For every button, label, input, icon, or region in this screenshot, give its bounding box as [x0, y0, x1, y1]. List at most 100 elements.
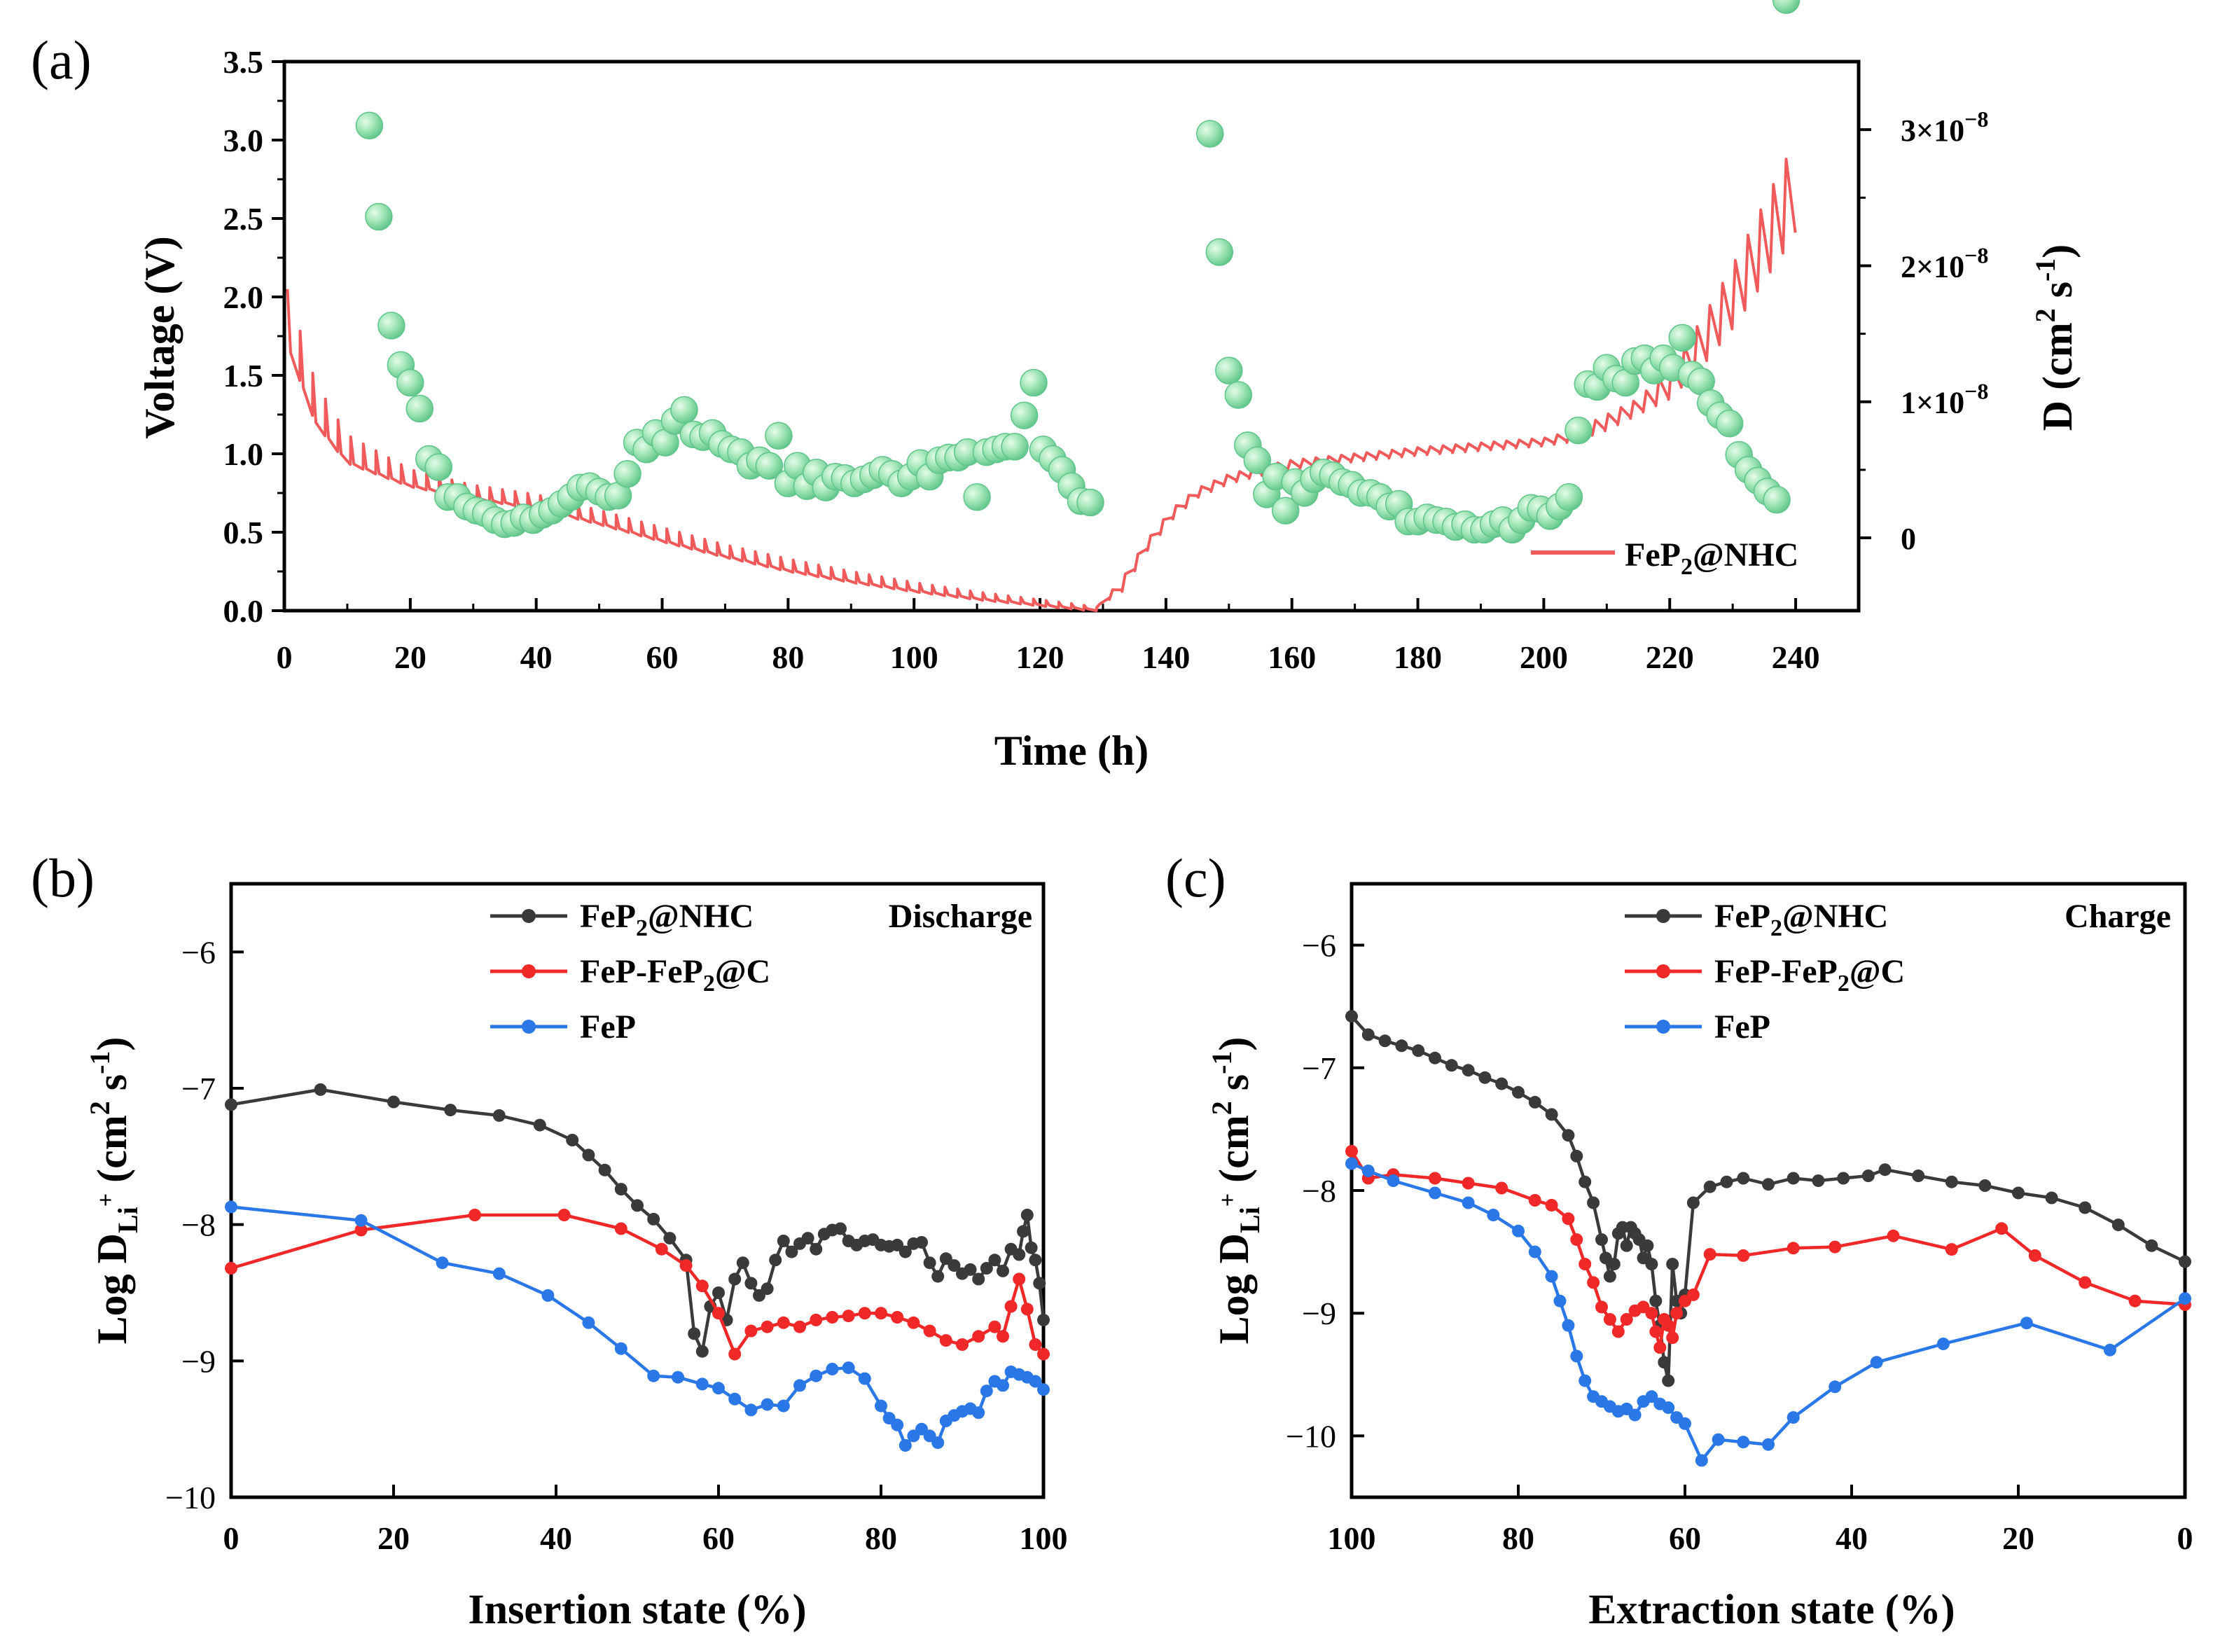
series-point: [1445, 1059, 1458, 1071]
series-point: [1762, 1178, 1775, 1191]
series-point: [1670, 1307, 1683, 1319]
series-point: [972, 1273, 985, 1286]
series-point: [1017, 1225, 1029, 1237]
diffusion-point: [1763, 487, 1790, 513]
series-point: [1737, 1436, 1749, 1448]
panel-a-legend-label: FeP2@NHC: [1625, 536, 1798, 580]
series-point: [1787, 1242, 1800, 1254]
series-point: [225, 1262, 237, 1275]
series-point: [1029, 1254, 1041, 1266]
series-point: [997, 1265, 1009, 1277]
figure: (a) 0 20 40 60 80 100 120 140 160 180 200 220 240 0.…: [0, 0, 2213, 1652]
x-tick-label: 20: [394, 639, 426, 675]
x-tick-label: 0: [2177, 1520, 2193, 1556]
series-point: [1641, 1240, 1653, 1252]
series-point: [1429, 1052, 1441, 1064]
series-point: [1945, 1176, 1958, 1188]
series-point: [988, 1254, 1001, 1266]
series-point: [1554, 1295, 1567, 1307]
panel-c-ylabel: Log DLi+ (cm2 s-1): [1206, 1037, 1265, 1345]
series-point: [2012, 1187, 2025, 1200]
diffusion-point: [1020, 370, 1047, 396]
series-point: [931, 1436, 944, 1449]
series-point: [2079, 1276, 2091, 1289]
series-point: [2104, 1344, 2116, 1356]
series-point: [931, 1270, 944, 1283]
series-point: [1512, 1086, 1525, 1099]
diffusion-point: [1669, 324, 1695, 351]
legend-marker: [1656, 964, 1670, 978]
series-point: [1604, 1270, 1616, 1283]
y-tick-label: 2.5: [223, 201, 264, 237]
x-tick-label: 140: [1142, 639, 1190, 675]
series-point: [1687, 1289, 1700, 1301]
series-point: [1887, 1230, 1900, 1242]
legend-marker: [522, 909, 536, 923]
panel-b-xlabel: Insertion state (%): [468, 1586, 806, 1632]
series-point: [1462, 1177, 1475, 1190]
series-point: [1579, 1375, 1591, 1387]
series-point: [314, 1083, 327, 1096]
series-point: [1562, 1212, 1574, 1225]
y2-tick-label: 2×10−8: [1901, 242, 1988, 284]
legend-label: FeP2@NHC: [1714, 898, 1888, 941]
series-point: [712, 1286, 725, 1299]
series-point: [1787, 1411, 1800, 1424]
series-point: [1679, 1417, 1691, 1430]
series-point: [1013, 1249, 1025, 1261]
series-point: [728, 1273, 741, 1286]
series-point: [875, 1400, 887, 1412]
x-tick-label: 100: [890, 639, 938, 675]
series-point: [810, 1314, 822, 1326]
series-point: [493, 1268, 506, 1280]
series-point: [2145, 1240, 2158, 1252]
series-point: [1495, 1182, 1508, 1195]
series-point: [1621, 1240, 1633, 1252]
series-point: [1704, 1248, 1716, 1261]
series-point: [387, 1096, 400, 1109]
diffusion-point: [964, 484, 990, 511]
series-point: [972, 1406, 985, 1419]
series-point: [558, 1209, 571, 1221]
series-point: [842, 1361, 855, 1374]
series-point: [1629, 1409, 1642, 1422]
series-point: [1649, 1295, 1662, 1307]
panel-a-xlabel: Time (h): [994, 728, 1149, 774]
panel-b-x-axis: 0 20 40 60 80 100: [223, 1485, 1068, 1556]
diffusion-point: [671, 396, 698, 423]
series-point: [2112, 1219, 2125, 1231]
series-point: [1029, 1338, 1041, 1351]
series-point: [891, 1311, 903, 1324]
diffusion-points: [356, 0, 1799, 543]
series-point: [899, 1439, 912, 1452]
diffusion-point: [425, 454, 452, 480]
y2-tick-label: 3×10−8: [1901, 106, 1988, 148]
series-point: [493, 1109, 506, 1122]
series-point: [826, 1363, 838, 1375]
series-point: [1570, 1350, 1583, 1363]
series-point: [1529, 1194, 1541, 1207]
series-point: [1546, 1108, 1558, 1120]
series-point: [834, 1223, 847, 1235]
legend-marker: [522, 1020, 536, 1034]
x-tick-label: 40: [540, 1520, 572, 1556]
x-tick-label: 200: [1520, 639, 1568, 675]
y-tick-label: −9: [1302, 1296, 1336, 1331]
legend-label: FeP: [580, 1008, 636, 1046]
series-point: [859, 1373, 871, 1385]
series-point: [2179, 1256, 2191, 1268]
series-point: [1662, 1375, 1674, 1387]
legend-label: FeP-FeP2@C: [580, 953, 770, 997]
panel-b: (b) 0 20 40 60 80 100 −10−9−8−7−6 Discharge F…: [31, 847, 1068, 1632]
series-point: [964, 1263, 977, 1276]
legend-marker: [1656, 909, 1670, 923]
series-point: [712, 1307, 725, 1319]
series-point: [1345, 1158, 1358, 1170]
y-tick-label: 3.0: [223, 123, 264, 158]
series-point: [1829, 1380, 1841, 1393]
series-point: [225, 1098, 237, 1111]
series-point: [980, 1384, 993, 1397]
series-point: [1879, 1163, 1892, 1176]
series-point: [1829, 1241, 1841, 1254]
diffusion-point: [1555, 484, 1582, 511]
